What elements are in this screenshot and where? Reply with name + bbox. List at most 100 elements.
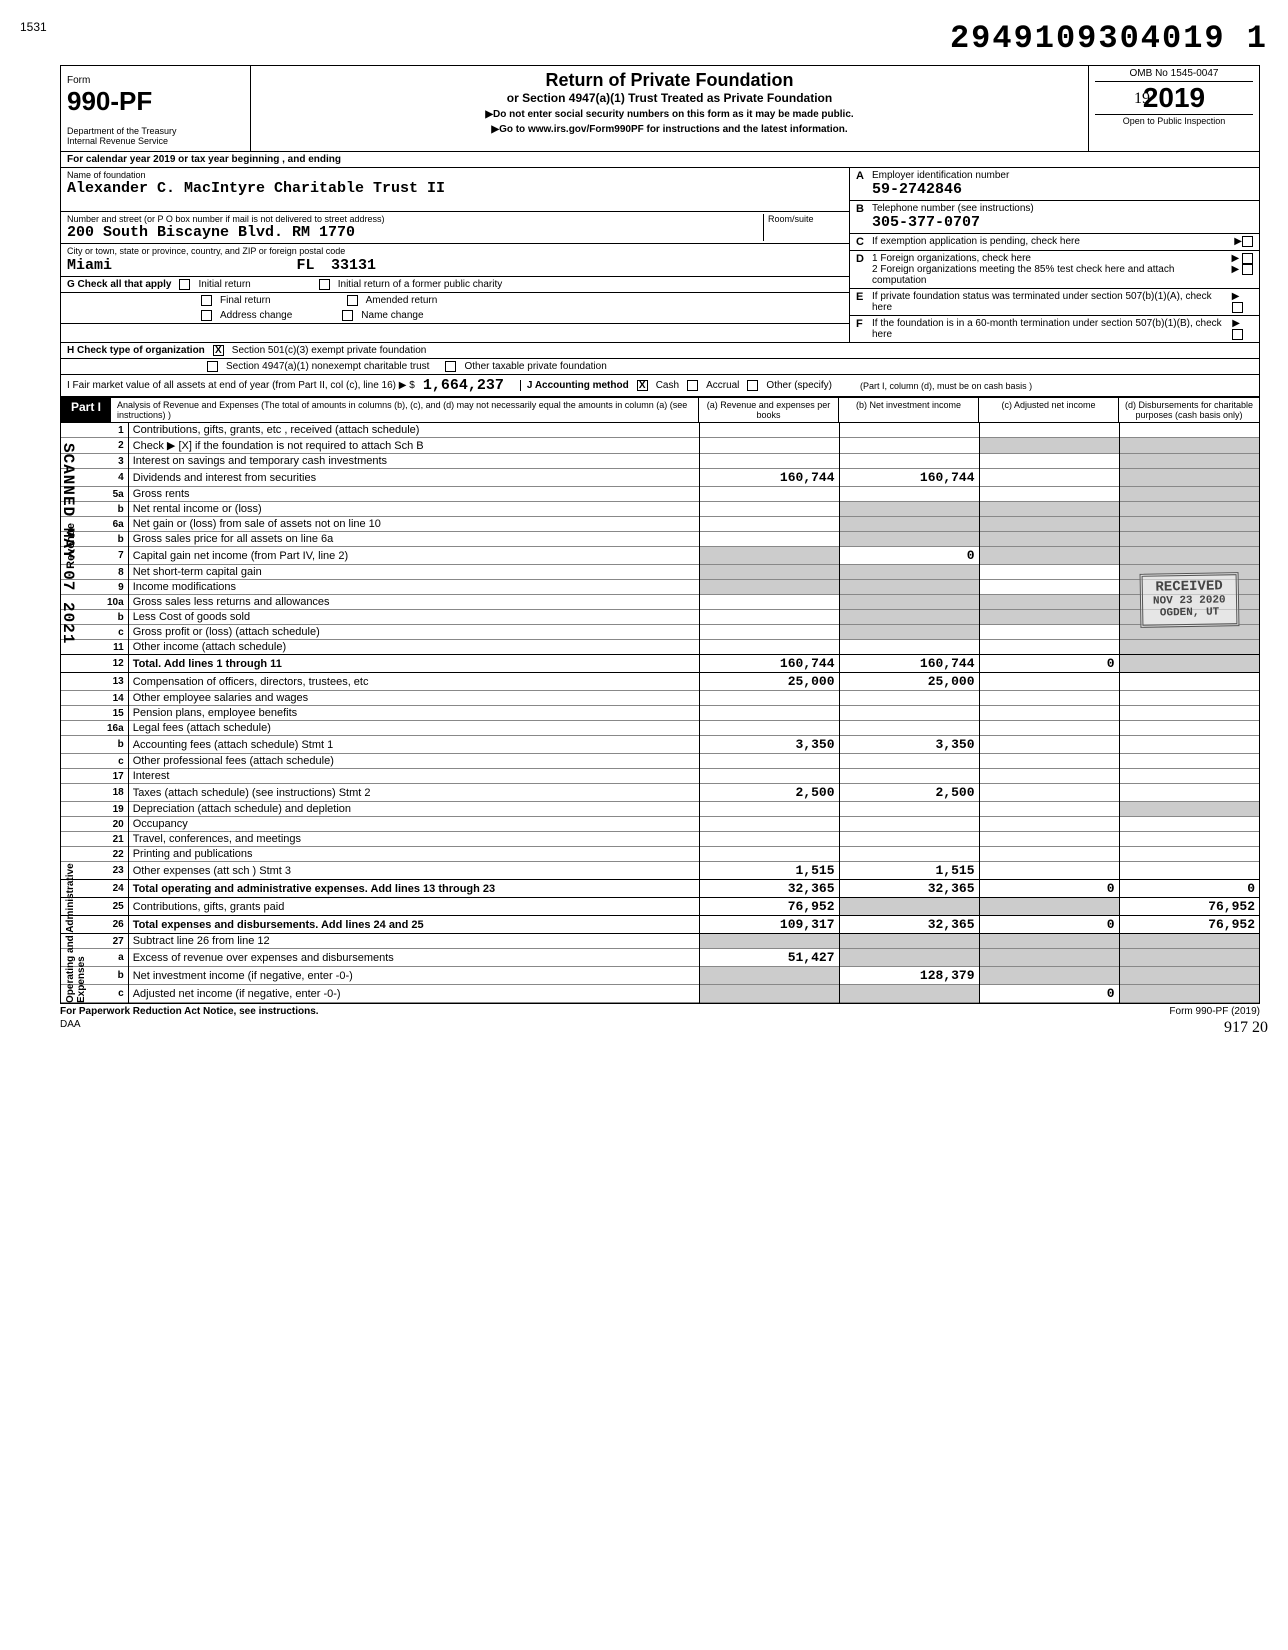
tax-year: 2019 <box>1095 82 1253 114</box>
val-cell: 76,952 <box>699 898 839 916</box>
val-cell <box>1119 949 1259 967</box>
table-row: 5aGross rents <box>61 487 1259 502</box>
e-letter: E <box>856 291 872 313</box>
num-cell: 8 <box>103 565 128 580</box>
val-cell <box>979 832 1119 847</box>
received-text: RECEIVED <box>1153 580 1226 597</box>
footer-form-ref: Form 990-PF (2019) <box>1169 1006 1260 1017</box>
num-cell: 14 <box>103 691 128 706</box>
ein-label: Employer identification number <box>872 170 1253 181</box>
desc-cell: Contributions, gifts, grants, etc , rece… <box>128 423 699 438</box>
checkbox-initial-former[interactable] <box>319 279 330 290</box>
checkbox-other-method[interactable] <box>747 380 758 391</box>
val-cell <box>839 847 979 862</box>
val-cell <box>699 817 839 832</box>
checkbox-amended[interactable] <box>347 295 358 306</box>
sec-cell <box>61 802 103 817</box>
checkbox-accrual[interactable] <box>687 380 698 391</box>
d-letter: D <box>856 253 872 286</box>
table-row: 16aLegal fees (attach schedule) <box>61 721 1259 736</box>
num-cell: 9 <box>103 580 128 595</box>
val-cell <box>979 898 1119 916</box>
val-cell <box>979 580 1119 595</box>
sec-cell <box>61 832 103 847</box>
num-cell: 12 <box>103 655 128 673</box>
desc-cell: Income modifications <box>128 580 699 595</box>
city-label: City or town, state or province, country… <box>67 246 843 256</box>
num-cell: 11 <box>103 640 128 655</box>
form-prefix: Form <box>67 75 90 86</box>
checkbox-exemption-pending[interactable] <box>1242 236 1253 247</box>
table-row: cAdjusted net income (if negative, enter… <box>61 985 1259 1003</box>
val-cell <box>699 802 839 817</box>
checkbox-4947a1[interactable] <box>207 361 218 372</box>
val-cell <box>979 502 1119 517</box>
val-cell: 160,744 <box>839 655 979 673</box>
footer-paperwork: For Paperwork Reduction Act Notice, see … <box>60 1006 319 1017</box>
val-cell <box>1119 517 1259 532</box>
checkbox-foreign-org[interactable] <box>1242 253 1253 264</box>
checkbox-501c3[interactable]: X <box>213 345 224 356</box>
val-cell <box>1119 985 1259 1003</box>
desc-cell: Less Cost of goods sold <box>128 610 699 625</box>
num-cell: b <box>103 532 128 547</box>
table-row: bNet rental income or (loss) <box>61 502 1259 517</box>
val-cell <box>839 625 979 640</box>
checkbox-other-taxable[interactable] <box>445 361 456 372</box>
val-cell: 0 <box>1119 880 1259 898</box>
num-cell: 27 <box>103 934 128 949</box>
num-cell: 21 <box>103 832 128 847</box>
checkbox-cash[interactable]: X <box>637 380 648 391</box>
val-cell <box>979 547 1119 565</box>
desc-cell: Other professional fees (attach schedule… <box>128 754 699 769</box>
val-cell <box>1119 934 1259 949</box>
form-990pf: Form 990-PF Department of the Treasury I… <box>60 65 1260 1004</box>
num-cell: 2 <box>103 438 128 454</box>
val-cell: 128,379 <box>839 967 979 985</box>
val-cell <box>979 454 1119 469</box>
num-cell: 10a <box>103 595 128 610</box>
num-cell: 4 <box>103 469 128 487</box>
val-cell <box>1119 817 1259 832</box>
table-row: 25Contributions, gifts, grants paid76,95… <box>61 898 1259 916</box>
checkbox-final-return[interactable] <box>201 295 212 306</box>
num-cell: 3 <box>103 454 128 469</box>
table-row: bGross sales price for all assets on lin… <box>61 532 1259 547</box>
num-cell: 15 <box>103 706 128 721</box>
table-row: 19Depreciation (attach schedule) and dep… <box>61 802 1259 817</box>
val-cell: 76,952 <box>1119 916 1259 934</box>
val-cell: 0 <box>979 985 1119 1003</box>
val-cell: 0 <box>979 655 1119 673</box>
val-cell <box>839 691 979 706</box>
val-cell <box>979 640 1119 655</box>
desc-cell: Taxes (attach schedule) (see instruction… <box>128 784 699 802</box>
table-row: cGross profit or (loss) (attach schedule… <box>61 625 1259 640</box>
section-expenses-label: Operating and Administrative Expenses <box>65 863 87 1003</box>
g-label: G Check all that apply <box>67 279 171 290</box>
table-row: bAccounting fees (attach schedule) Stmt … <box>61 736 1259 754</box>
checkbox-name-change[interactable] <box>342 310 353 321</box>
sec-cell <box>61 673 103 691</box>
val-cell <box>979 517 1119 532</box>
val-cell <box>839 985 979 1003</box>
table-row: 11Other income (attach schedule) <box>61 640 1259 655</box>
desc-cell: Accounting fees (attach schedule) Stmt 1 <box>128 736 699 754</box>
checkbox-60month[interactable] <box>1232 329 1243 340</box>
foundation-zip: 33131 <box>331 257 376 274</box>
handwritten-footer: 917 20 <box>1224 1019 1268 1037</box>
table-row: 23Other expenses (att sch ) Stmt 31,5151… <box>61 862 1259 880</box>
sec-cell <box>61 817 103 832</box>
val-cell <box>699 547 839 565</box>
val-cell: 160,744 <box>699 469 839 487</box>
checkbox-terminated[interactable] <box>1232 302 1243 313</box>
b-letter: B <box>856 203 872 231</box>
part1-table: 1Contributions, gifts, grants, etc , rec… <box>61 423 1259 1003</box>
val-cell <box>1119 784 1259 802</box>
checkbox-initial-return[interactable] <box>179 279 190 290</box>
form-number: 990-PF <box>67 86 244 117</box>
val-cell: 0 <box>979 880 1119 898</box>
checkbox-address-change[interactable] <box>201 310 212 321</box>
desc-cell: Total operating and administrative expen… <box>128 880 699 898</box>
g-opt1: Initial return <box>198 279 250 290</box>
checkbox-85pct[interactable] <box>1242 264 1253 275</box>
